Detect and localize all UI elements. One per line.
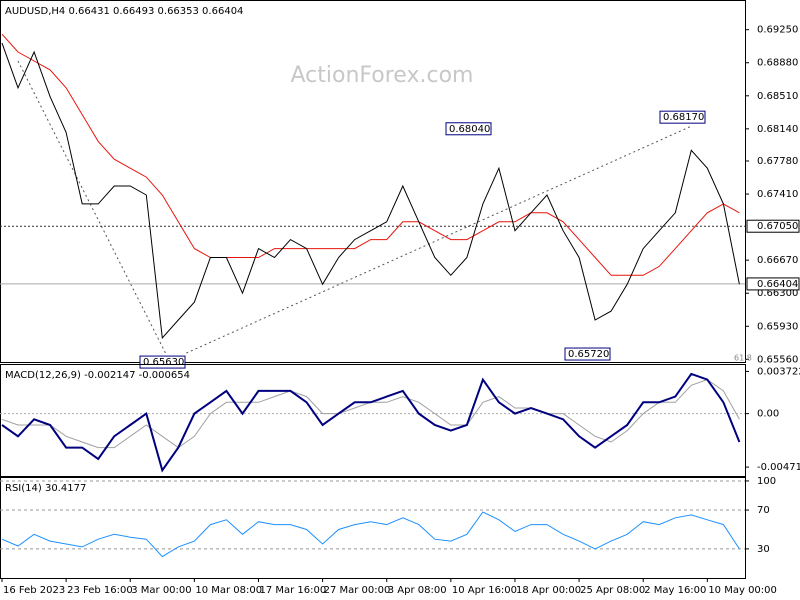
x-tick-label: 2 May 16:00 (644, 585, 706, 596)
fib-label: 61.8 (734, 354, 752, 363)
annotation-label: 0.68040 (449, 124, 490, 135)
level-label: 0.67050 (757, 221, 798, 232)
annotation-label: 0.68170 (663, 112, 704, 123)
y-tick-label: 0.69250 (757, 25, 798, 36)
series-line (1, 511, 740, 558)
x-tick-label: 3 Apr 08:00 (388, 585, 447, 596)
watermark: ActionForex.com (291, 63, 474, 88)
y-tick-label: 0.00 (757, 409, 779, 420)
panel-frame (0, 0, 746, 363)
x-tick-label: 18 Apr 00:00 (516, 585, 581, 596)
y-tick-label: 0.68140 (757, 124, 798, 135)
x-tick-label: 10 Apr 16:00 (452, 585, 517, 596)
x-tick-label: 3 Mar 00:00 (131, 585, 191, 596)
x-tick-label: 10 Mar 08:00 (195, 585, 262, 596)
annotation-label: 0.65630 (143, 357, 184, 368)
annotation-box (564, 347, 611, 361)
y-tick-label: 0.68510 (757, 91, 798, 102)
y-tick-label: 0.66670 (757, 255, 798, 266)
series-line (1, 372, 741, 473)
trend-line (186, 125, 692, 354)
y-tick-label: 0.66300 (757, 288, 798, 299)
x-tick-label: 10 May 00:00 (708, 585, 777, 596)
panel-frame (0, 364, 746, 477)
y-tick-label: 0.65560 (757, 354, 798, 365)
level-box (746, 219, 800, 233)
series-line (1, 42, 740, 340)
annotation-label: 0.65720 (568, 349, 609, 360)
y-tick-label: 70 (757, 505, 770, 516)
x-tick-label: 16 Feb 2023 (3, 585, 65, 596)
y-tick-label: 30 (757, 544, 770, 555)
panel-frame (0, 477, 746, 579)
y-tick-label: 0.65930 (757, 321, 798, 332)
current-box (746, 277, 800, 291)
x-tick-label: 17 Mar 16:00 (259, 585, 326, 596)
x-tick-label: 25 Apr 08:00 (580, 585, 645, 596)
y-tick-label: 0.67780 (757, 156, 798, 167)
panel-title: AUDUSD,H4 0.66431 0.66493 0.66353 0.6640… (5, 6, 243, 17)
y-tick-label: 0.003722 (757, 366, 800, 377)
y-tick-label: 0.68880 (757, 58, 798, 69)
x-tick-label: 27 Mar 00:00 (324, 585, 391, 596)
annotation-box (445, 122, 492, 136)
annotation-box (659, 110, 706, 124)
annotation-box (139, 355, 186, 369)
current-label: 0.66404 (757, 279, 798, 290)
panel-title: MACD(12,26,9) -0.002147 -0.000654 (5, 370, 190, 381)
x-tick-label: 23 Feb 16:00 (67, 585, 133, 596)
series-line (1, 33, 740, 276)
y-tick-label: -0.004716 (757, 462, 800, 473)
y-tick-label: 100 (757, 476, 776, 487)
panel-title: RSI(14) 30.4177 (5, 483, 86, 494)
y-tick-label: 0.67410 (757, 189, 798, 200)
